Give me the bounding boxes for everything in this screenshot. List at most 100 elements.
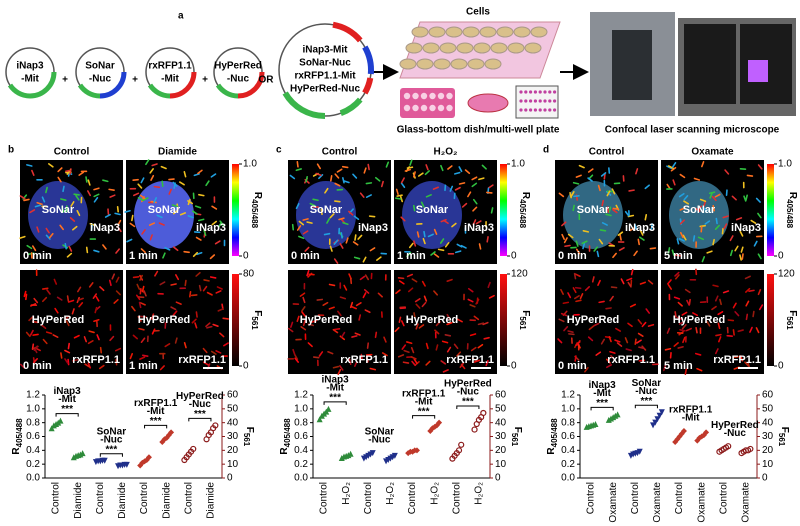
cell <box>484 58 502 70</box>
mitochondrion <box>715 333 722 337</box>
mitochondrion <box>464 169 471 175</box>
colorbar-tick-label: 1.0 <box>511 159 525 170</box>
data-point <box>123 461 130 468</box>
x-tick-label: Control <box>51 482 62 514</box>
probe-label: rxRFP1.1 <box>713 354 761 366</box>
mitochondrion <box>160 165 167 170</box>
colorbar-tick-label: 0 <box>778 361 784 372</box>
mitochondrion <box>757 164 763 170</box>
data-point <box>57 417 64 424</box>
mitochondrion <box>737 329 744 333</box>
mitochondrion <box>19 363 26 369</box>
mitochondrion <box>425 360 431 366</box>
mitochondrion <box>183 171 187 178</box>
mitochondrion <box>593 246 599 252</box>
mitochondrion <box>677 301 683 307</box>
mitochondrion <box>162 252 166 259</box>
mitochondrion <box>148 222 156 226</box>
mitochondrion <box>196 251 203 256</box>
data-point <box>347 450 354 457</box>
mitochondrion <box>629 227 636 232</box>
significance-stars: *** <box>194 409 206 420</box>
colorbar <box>767 164 774 256</box>
mitochondrion <box>572 181 580 185</box>
mitochondrion <box>572 204 575 212</box>
mitochondrion <box>472 206 478 212</box>
annotation-label: -Nuc <box>100 434 123 445</box>
mitochondrion <box>726 334 734 338</box>
mitochondrion <box>109 194 116 198</box>
cell <box>445 26 463 38</box>
mitochondrion <box>66 295 70 302</box>
mitochondrion <box>676 238 680 245</box>
cell <box>428 26 446 38</box>
mitochondrion <box>750 219 757 225</box>
mitochondrion <box>627 322 633 328</box>
mitochondrion <box>179 181 185 186</box>
mitochondrion <box>336 168 343 173</box>
mitochondrion <box>84 363 91 368</box>
mitochondrion <box>333 328 341 331</box>
mitochondrion <box>159 365 165 371</box>
mitochondrion <box>132 275 140 279</box>
mitochondrion <box>563 326 569 332</box>
mitochondrion <box>137 197 144 202</box>
mitochondrion <box>312 356 320 359</box>
mitochondrion <box>219 220 225 226</box>
well <box>548 99 552 103</box>
colorbar-tick-label: 1.0 <box>778 159 792 170</box>
mitochondrion <box>639 229 644 236</box>
mitochondrion <box>298 220 305 226</box>
time-label: 1 min <box>129 250 158 262</box>
mitochondrion <box>141 229 146 235</box>
mitochondrion <box>695 326 698 334</box>
annotation-label: HyPerRed <box>711 420 759 431</box>
mitochondrion <box>104 213 111 218</box>
mitochondrion <box>617 231 624 236</box>
mitochondrion <box>36 201 43 206</box>
annotation-label: -Mit <box>147 406 165 417</box>
probe-label: SoNar <box>310 204 343 216</box>
mitochondrion <box>142 354 149 357</box>
mitochondrion <box>114 347 122 352</box>
x-tick-label: H₂O₂ <box>474 482 485 505</box>
mitochondrion <box>154 270 159 277</box>
mitochondrion <box>458 166 463 173</box>
mitochondrion <box>467 298 474 303</box>
mitochondrion <box>411 278 418 283</box>
mitochondrion <box>195 311 198 318</box>
mitochondrion <box>73 334 80 339</box>
mitochondrion <box>133 192 140 197</box>
colorbar <box>232 274 239 366</box>
mitochondrion <box>137 183 143 189</box>
x-tick-label: Oxamate <box>652 482 663 523</box>
y2-axis-label: F561 <box>510 427 523 447</box>
y-tick-label: 0.6 <box>294 431 308 442</box>
mitochondrion <box>394 326 400 333</box>
mitochondrion <box>447 165 453 170</box>
mitochondrion <box>300 326 307 331</box>
mitochondrion <box>679 231 684 239</box>
mitochondrion <box>587 336 594 342</box>
mitochondrion <box>131 305 136 312</box>
mitochondrion <box>709 192 713 199</box>
mitochondrion <box>340 232 343 239</box>
time-label: 0 min <box>558 250 587 262</box>
colorbar-label-sub: 405/488 <box>785 199 794 228</box>
y-axis-label: R405/488 <box>279 418 292 455</box>
y2-axis-label-main: F <box>244 427 255 433</box>
colorbar-label-sub: 561 <box>785 316 794 330</box>
data-point <box>455 447 463 454</box>
mitochondrion <box>584 286 590 292</box>
mitochondrion <box>316 163 321 170</box>
mitochondrion <box>605 307 612 310</box>
mitochondrion <box>216 286 223 290</box>
probe-label: HyPerRed <box>32 314 85 326</box>
y2-axis-label: F561 <box>242 427 255 447</box>
mitochondrion <box>168 178 175 181</box>
mitochondrion <box>136 283 141 290</box>
well <box>437 104 445 112</box>
y2-axis-label-sub: 561 <box>242 433 251 447</box>
plasmid-backbone <box>7 83 31 99</box>
